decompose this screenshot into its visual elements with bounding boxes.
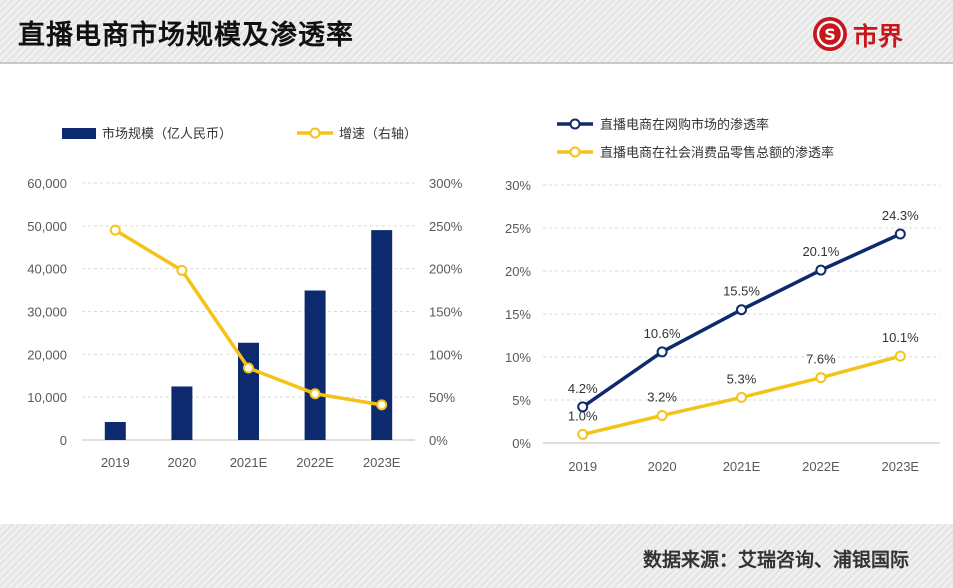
x-tick-label: 2020 [648,459,677,474]
legend-label-bars: 市场规模（亿人民币） [102,126,232,142]
svg-text:S: S [824,25,836,44]
header-divider [0,62,953,64]
growth-point [309,388,321,400]
brand-logo-icon: S [813,17,847,51]
data-label: 24.3% [882,208,919,223]
data-label: 5.3% [727,371,757,386]
legend-marker-line [309,127,321,139]
y-right-tick-label: 200% [429,262,463,277]
series-point [736,304,747,316]
x-tick-label: 2019 [101,455,130,470]
y-right-tick-label: 300% [429,176,463,191]
footer-bar [0,524,953,588]
y-right-tick-label: 150% [429,305,463,320]
legend-marker [569,146,581,158]
bar [304,290,326,440]
data-label: 7.6% [806,352,836,367]
y-right-tick-label: 100% [429,347,463,362]
data-label: 10.6% [644,326,681,341]
y-left-tick-label: 40,000 [27,262,67,277]
legend-swatch-bars [62,128,96,139]
y-tick-label: 0% [512,436,531,451]
y-left-tick-label: 20,000 [27,347,67,362]
x-tick-label: 2023E [363,455,401,470]
bar [171,386,193,440]
y-tick-label: 10% [505,350,531,365]
data-label: 10.1% [882,330,919,345]
series-point [736,391,747,403]
bar [371,230,393,440]
y-right-tick-label: 50% [429,390,455,405]
data-label: 15.5% [723,284,760,299]
y-tick-label: 25% [505,221,531,236]
series-point [815,372,827,384]
growth-point [376,399,388,411]
x-tick-label: 2020 [167,455,196,470]
series-point [656,409,668,421]
brand-name: 市界 [853,22,904,51]
y-left-tick-label: 0 [60,433,67,448]
data-source: 数据来源：艾瑞咨询、浦银国际 [642,549,909,571]
header-bar [0,0,953,62]
y-left-tick-label: 10,000 [27,390,67,405]
series-point [577,401,589,413]
legend-label-line: 增速（右轴） [339,127,417,142]
bar [104,422,126,440]
growth-point [176,264,188,276]
series-point [815,264,827,276]
page-title: 直播电商市场规模及渗透率 [18,20,354,51]
legend-marker [569,118,581,130]
growth-point [109,224,121,236]
data-label: 20.1% [802,244,839,259]
data-label: 4.2% [568,381,598,396]
series-point [577,428,589,440]
series-point [894,228,906,240]
x-tick-label: 2022E [296,455,334,470]
x-tick-label: 2022E [802,459,840,474]
penetration-rate-chart: 0% 5% 10% 15% 20% 25% 30% 4.2% 10.6% 15.5% 20.1% 24… [505,117,940,474]
y-left-tick-label: 50,000 [27,219,67,234]
series-point [894,350,906,362]
y-right-tick-label: 250% [429,219,463,234]
y-left-tick-label: 30,000 [27,305,67,320]
y-tick-label: 30% [505,178,531,193]
market-size-chart: 0 0% 10,000 50% 20,000 100% 30,000 150% 40,000 20… [27,126,463,470]
y-tick-label: 5% [512,393,531,408]
legend-label: 直播电商在网购市场的渗透率 [600,117,769,133]
growth-point [243,362,254,374]
series-point [656,346,668,358]
x-tick-label: 2021E [230,455,268,470]
x-tick-label: 2019 [568,459,597,474]
y-right-tick-label: 0% [429,433,448,448]
y-tick-label: 15% [505,307,531,322]
data-label: 1.0% [568,408,598,423]
y-left-tick-label: 60,000 [27,176,67,191]
x-tick-label: 2023E [882,459,920,474]
legend-label: 直播电商在社会消费品零售总额的渗透率 [600,145,834,161]
x-tick-label: 2021E [723,459,761,474]
y-tick-label: 20% [505,264,531,279]
data-label: 3.2% [647,389,677,404]
